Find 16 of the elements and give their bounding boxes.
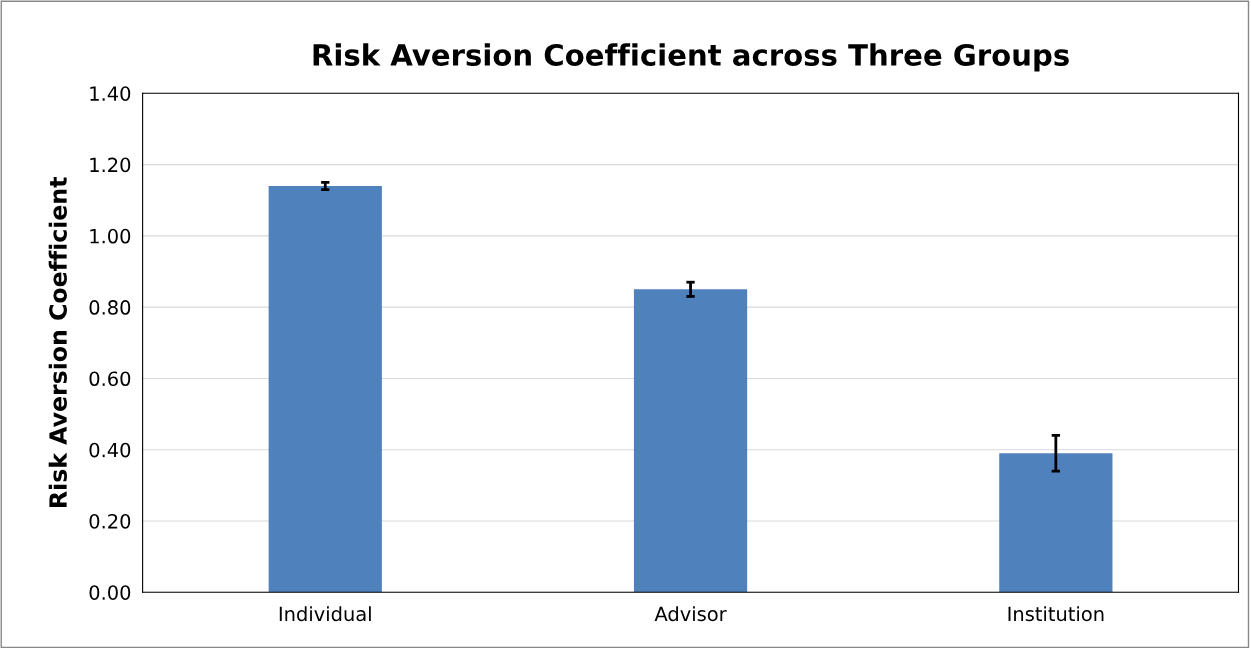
y-tick-label: 0.00 (89, 585, 131, 600)
bar (633, 289, 748, 593)
x-tick-label: Institution (1008, 606, 1104, 622)
x-tick-label: Advisor (654, 606, 727, 622)
x-tick-label: Individual (279, 606, 371, 622)
y-tick-label: 0.40 (89, 442, 131, 458)
y-tick-label: 0.20 (89, 513, 131, 529)
bar (268, 185, 382, 593)
y-tick-label: 0.60 (89, 371, 131, 387)
y-tick-label: 1.40 (90, 86, 131, 101)
y-axis-title: Risk Aversion Coefficient (48, 177, 67, 507)
y-tick-label: 1.00 (90, 228, 131, 244)
y-tick-label: 1.20 (90, 157, 131, 173)
y-tick-label: 0.80 (89, 300, 131, 315)
bar (999, 453, 1113, 593)
chart-title: Risk Aversion Coefficient across Three Groups (313, 43, 1069, 72)
